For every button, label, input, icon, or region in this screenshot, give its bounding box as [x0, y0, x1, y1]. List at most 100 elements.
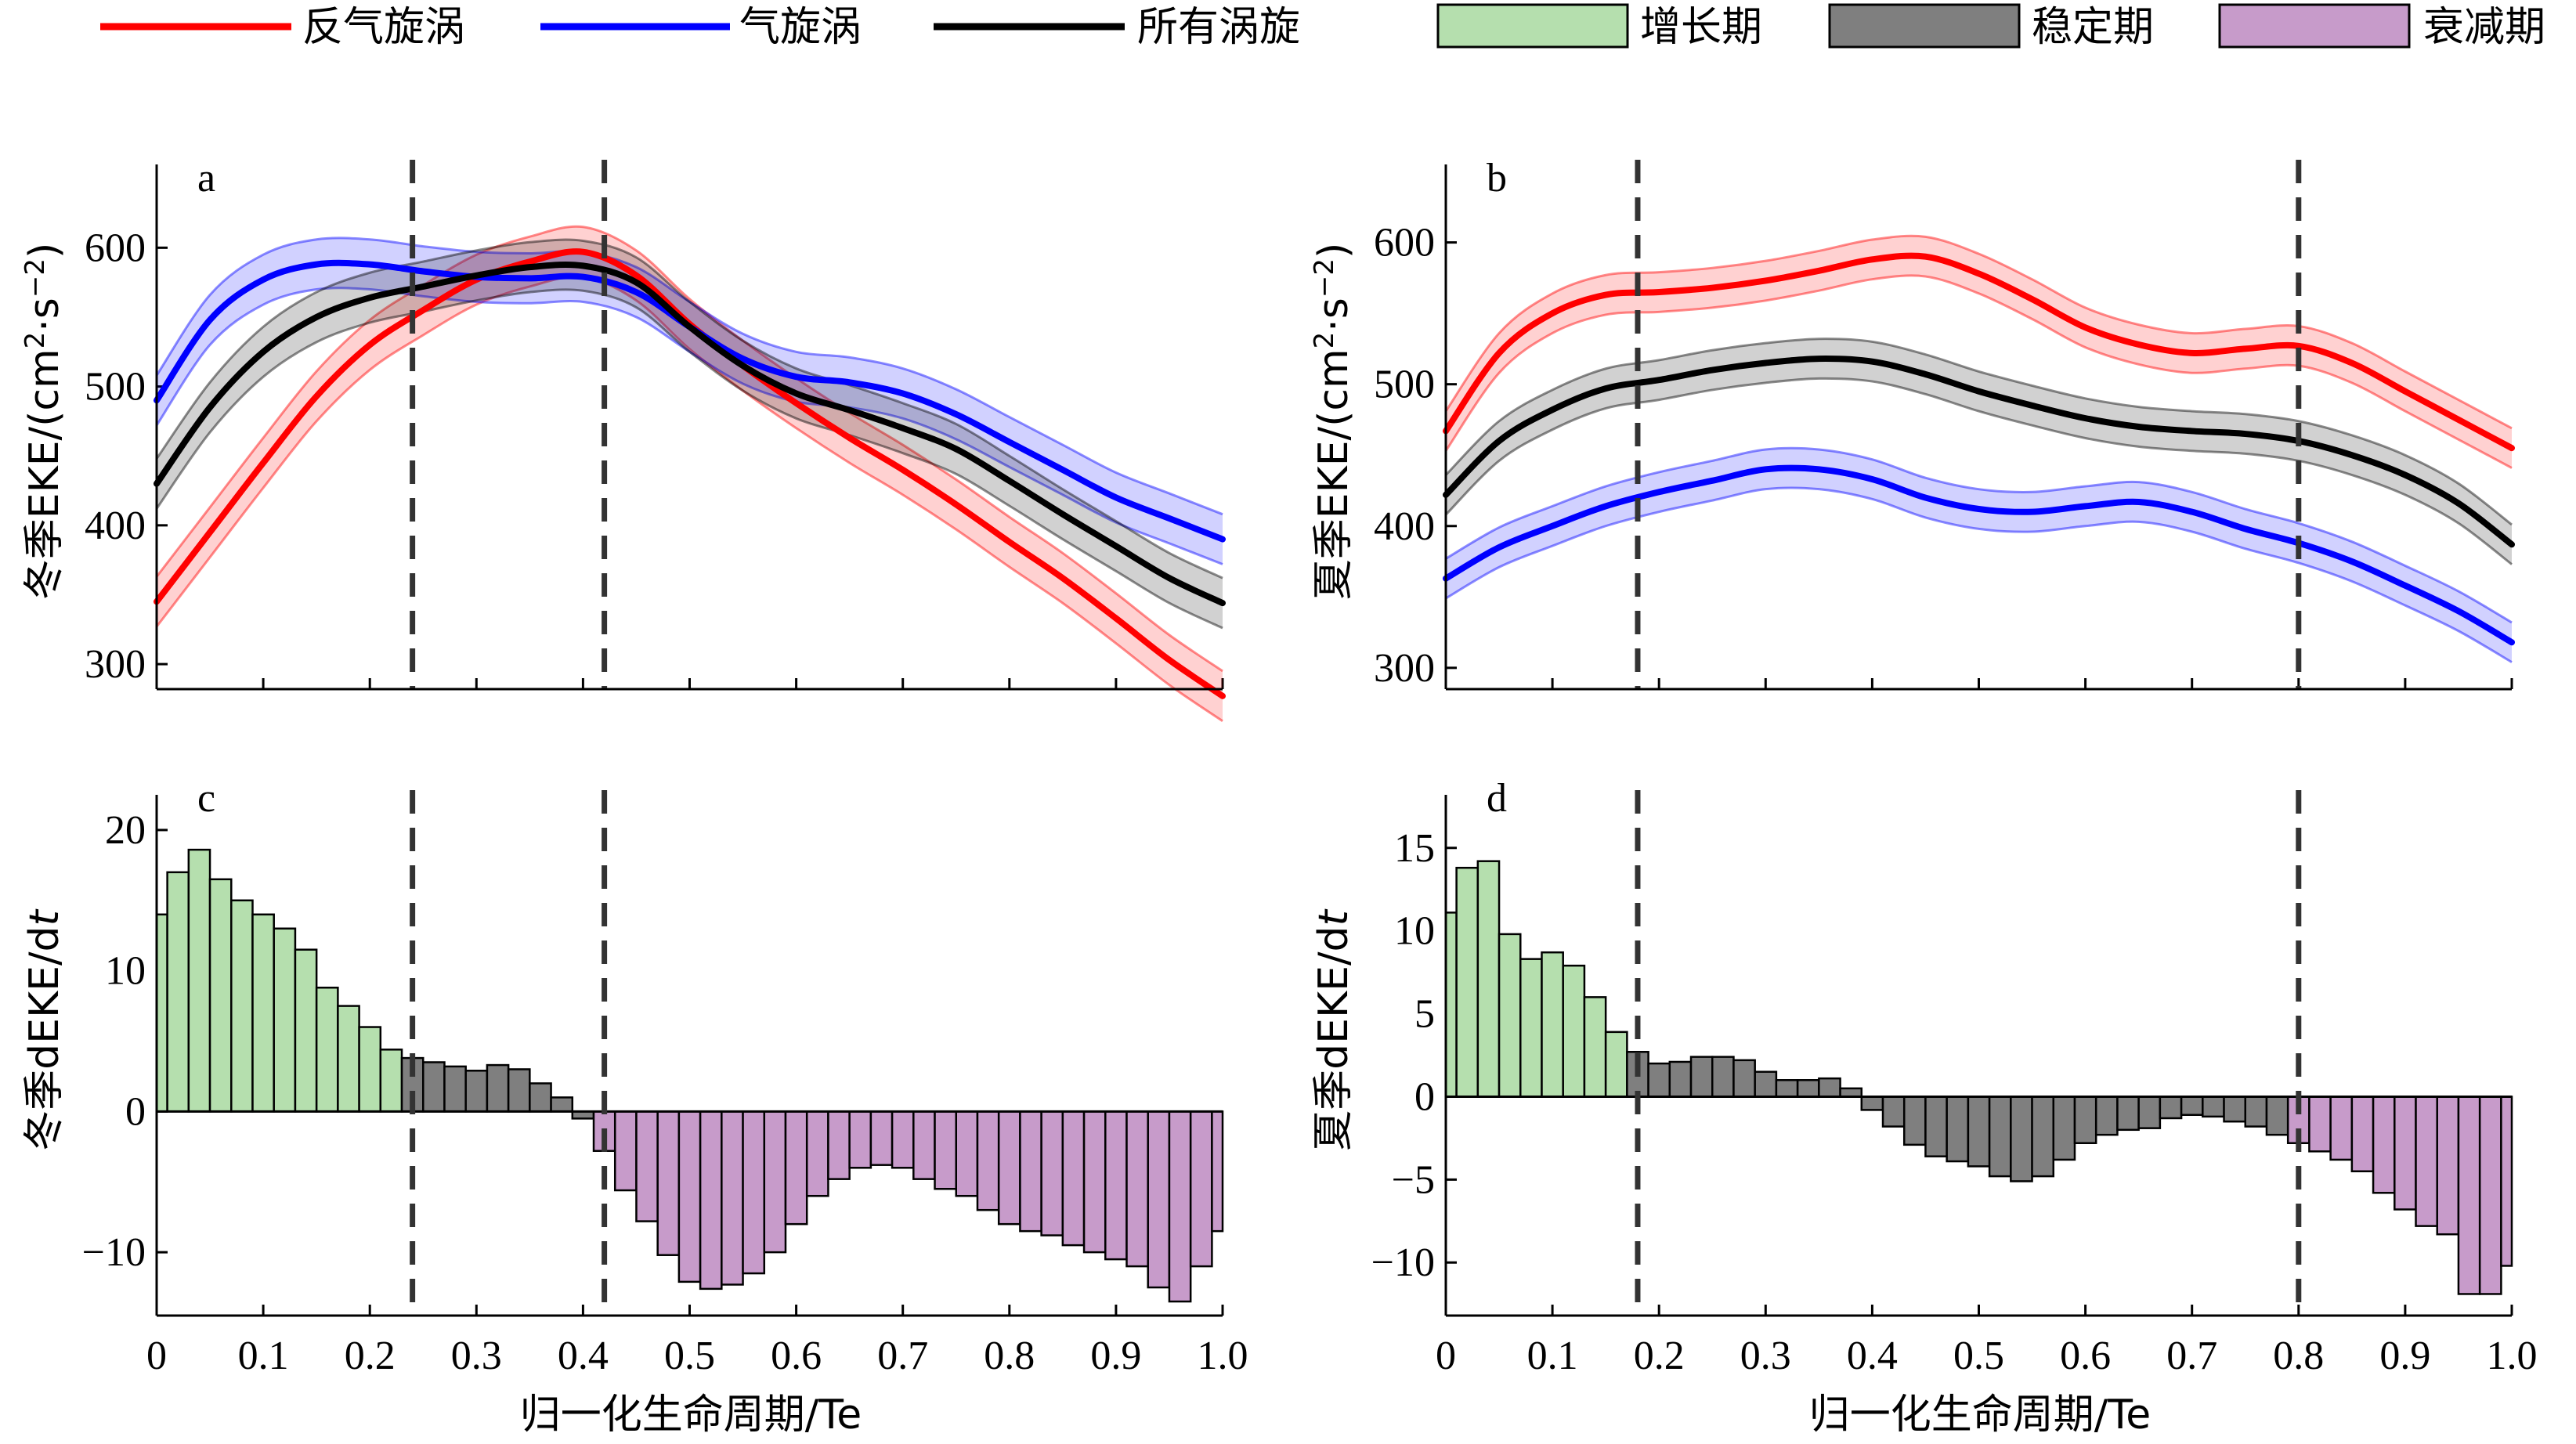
bar-stable	[1946, 1096, 1970, 1163]
legend-item-growth: 增长期	[1436, 3, 1762, 51]
bar-stable	[529, 1082, 552, 1113]
y-tick-label: −10	[82, 1230, 146, 1275]
x-tick-label: 0.9	[1090, 1334, 1141, 1378]
bar-decay	[1019, 1110, 1042, 1233]
bar-decay	[2415, 1096, 2438, 1227]
ylabel-c-var: t	[21, 909, 68, 926]
band-lower-all-eddies	[155, 288, 1223, 630]
ylabel-b-sup2: −2	[1309, 258, 1340, 298]
legend: 反气旋涡 气旋涡 所有涡旋 增长期 稳定期 衰减期	[100, 3, 2545, 51]
band-lower-cyclonic	[155, 287, 1223, 565]
bar-stable	[1967, 1096, 1991, 1168]
bar-decay	[699, 1110, 723, 1291]
bar-growth	[1444, 912, 1458, 1098]
bar-stable	[2031, 1096, 2055, 1178]
x-tick-label: 0.8	[2273, 1334, 2324, 1378]
series-line-anticyclonic	[1443, 252, 2515, 452]
x-tick-label: 0.2	[345, 1334, 396, 1378]
x-tick-label: 0.4	[1847, 1334, 1898, 1378]
bar-decay	[784, 1110, 808, 1226]
bar-stable	[1796, 1079, 1820, 1098]
bar-growth	[251, 913, 275, 1113]
bar-decay	[827, 1110, 851, 1180]
bar-decay	[955, 1110, 979, 1197]
x-tick-label: 0.6	[771, 1334, 822, 1378]
panel-label-c: c	[197, 776, 215, 821]
ylabel-a-season: 冬季	[21, 518, 68, 600]
bar-growth	[294, 948, 318, 1113]
x-tick-label: 0.8	[984, 1334, 1035, 1378]
ylabel-a-end: )	[21, 243, 68, 258]
y-tick-label: 300	[85, 642, 146, 687]
panel-label-a: a	[197, 156, 215, 200]
y-tick-label: −5	[1392, 1157, 1435, 1202]
band-lower-all-eddies	[1444, 377, 2513, 565]
panel-label-d: d	[1487, 776, 1507, 821]
series-line-all-eddies	[154, 261, 1226, 607]
bar-stable	[1668, 1060, 1693, 1098]
legend-item-anticyclonic: 反气旋涡	[100, 4, 465, 51]
panel-a: 300 400 500 600	[85, 160, 1226, 723]
bar-growth	[166, 871, 190, 1113]
band-lower-anticyclonic	[155, 275, 1223, 723]
legend-label-cyclonic: 气旋涡	[739, 4, 862, 51]
legend-label-stable: 稳定期	[2032, 4, 2154, 51]
legend-item-all-eddies: 所有涡旋	[934, 4, 1300, 51]
bar-decay	[656, 1110, 681, 1256]
bar-decay	[742, 1110, 766, 1275]
bar-stable	[464, 1070, 489, 1113]
y-tick-label: 400	[1374, 504, 1435, 549]
x-tick-label: 0.1	[238, 1334, 289, 1378]
x-tick-label: 0.5	[1953, 1334, 2004, 1378]
band-lower-cyclonic	[1445, 486, 2513, 663]
bar-decay	[2457, 1096, 2481, 1295]
bar-stable	[1902, 1096, 1927, 1146]
bar-decay	[934, 1110, 958, 1190]
legend-label-decay: 衰减期	[2423, 4, 2545, 51]
y-tick-label: 300	[1374, 646, 1435, 691]
ylabel-c-main: dEKE/d	[21, 926, 68, 1070]
confidence-band-all-eddies	[1446, 338, 2512, 565]
bar-growth	[187, 848, 211, 1113]
y-tick-label: 400	[85, 504, 146, 548]
x-tick-label: 0.1	[1527, 1334, 1578, 1378]
bar-decay	[721, 1110, 744, 1286]
legend-patch-stable	[1828, 3, 2021, 49]
bar-decay	[1125, 1110, 1149, 1268]
ylabel-d: 夏季dEKE/dt	[1310, 909, 1357, 1151]
x-tick-label: 1.0	[2487, 1334, 2538, 1378]
bar-stable	[550, 1096, 574, 1113]
bar-growth	[337, 1005, 360, 1113]
bar-stable	[1988, 1096, 2012, 1178]
bar-decay	[912, 1110, 936, 1180]
legend-patch-decay	[2218, 3, 2411, 49]
x-tick-label: 0.6	[2060, 1334, 2111, 1378]
bar-decay	[635, 1110, 659, 1222]
confidence-band-all-eddies	[157, 240, 1223, 629]
bar-stable	[1924, 1096, 1948, 1157]
bar-growth	[1604, 1031, 1628, 1098]
ylabel-b-end: )	[1310, 243, 1357, 258]
y-tick-label: 10	[1394, 909, 1435, 954]
legend-label-all-eddies: 所有涡旋	[1137, 4, 1300, 51]
bar-decay	[1061, 1110, 1086, 1247]
bar-stable	[2265, 1096, 2289, 1136]
x-tick-label: 0.3	[1740, 1334, 1791, 1378]
bar-decay	[1104, 1110, 1128, 1261]
bar-growth	[273, 927, 297, 1113]
bar-stable	[1711, 1056, 1735, 1098]
bar-stable	[1754, 1070, 1778, 1098]
x-tick-label: 0.9	[2379, 1334, 2430, 1378]
ylabel-a-main: EKE/(cm	[21, 348, 68, 518]
bar-decay	[1168, 1110, 1192, 1303]
ylabel-a-mid: ·s	[21, 298, 68, 332]
series-line-cyclonic	[1443, 464, 2515, 646]
bar-decay	[848, 1110, 873, 1169]
x-tick-label: 0.7	[2166, 1334, 2217, 1378]
legend-item-decay: 衰减期	[2218, 3, 2545, 51]
bar-stable	[2180, 1096, 2204, 1116]
panel-d: 0 0.1 0.2 0.3 0.4 0.5 0.6 0.7 0.8 0.9 1.0 −10 −5 0 5 10…	[1371, 790, 2538, 1378]
bar-decay	[1211, 1110, 1224, 1233]
bar-stable	[1839, 1087, 1863, 1098]
x-tick-label: 0.3	[451, 1334, 502, 1378]
